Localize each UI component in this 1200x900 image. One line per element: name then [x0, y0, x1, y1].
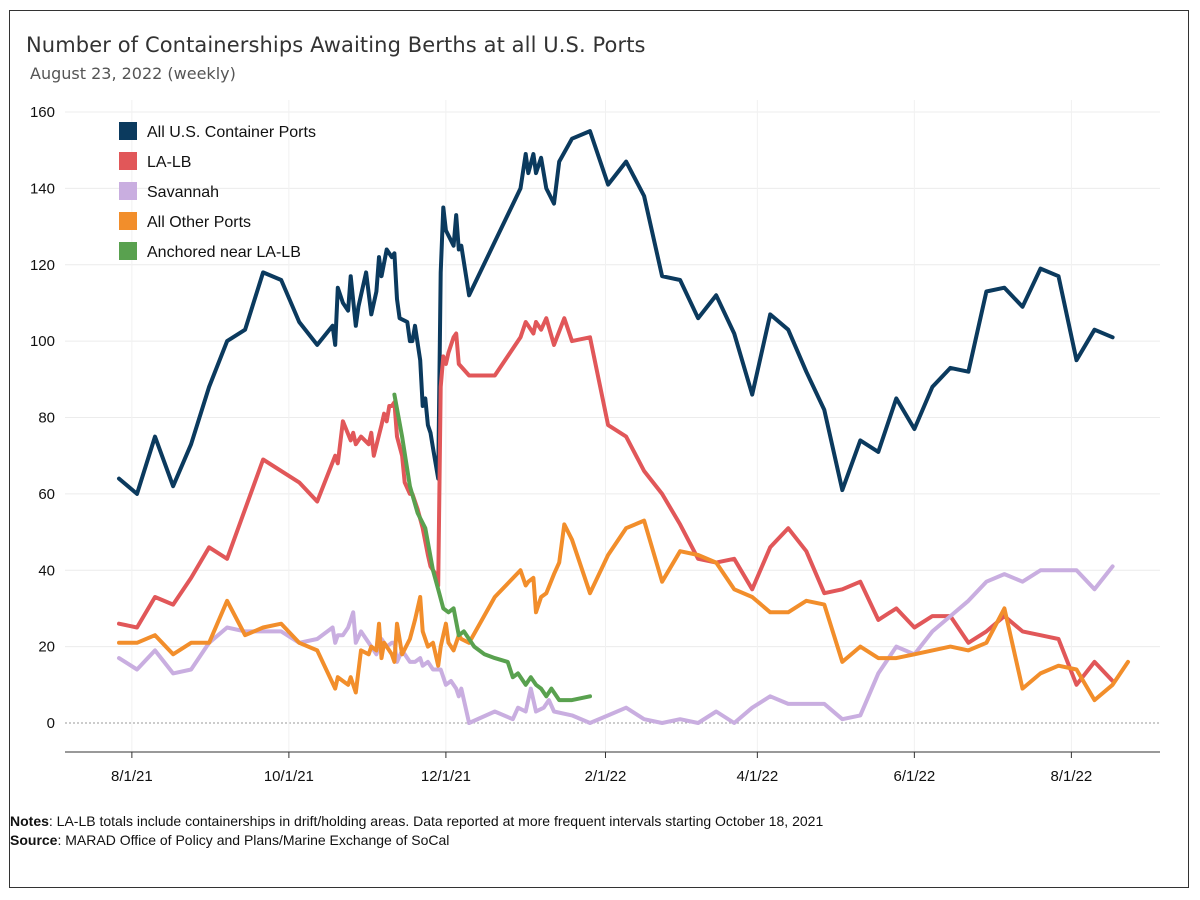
- legend-label: LA-LB: [147, 154, 191, 171]
- x-tick-label: 8/1/22: [1051, 768, 1093, 785]
- axes: 0 20 40 60 80 100 120 140 160 8/1/21 10/1/21 12/1/2…: [30, 104, 1160, 785]
- legend-swatch: [119, 122, 137, 140]
- y-tick-label: 160: [30, 104, 55, 121]
- source-line: Source: MARAD Office of Policy and Plans…: [10, 831, 823, 850]
- y-tick-label: 20: [38, 639, 55, 656]
- legend-swatch: [119, 212, 137, 230]
- series-line-savannah: [117, 564, 1115, 725]
- y-tick-label: 120: [30, 257, 55, 274]
- notes-line: Notes: LA-LB totals include containershi…: [10, 812, 823, 831]
- x-tick-label: 8/1/21: [111, 768, 153, 785]
- x-tick-label: 2/1/22: [585, 768, 627, 785]
- y-tick-label: 0: [47, 715, 55, 732]
- legend: All U.S. Container Ports LA-LB Savannah All…: [119, 122, 316, 261]
- legend-label: All Other Ports: [147, 214, 251, 231]
- legend-label: Savannah: [147, 184, 219, 201]
- legend-label: All U.S. Container Ports: [147, 124, 316, 141]
- footer-notes: Notes: LA-LB totals include containershi…: [10, 812, 823, 850]
- chart-title: Number of Containerships Awaiting Berths…: [26, 33, 646, 57]
- legend-swatch: [119, 152, 137, 170]
- y-tick-label: 40: [38, 562, 55, 579]
- source-text: : MARAD Office of Policy and Plans/Marin…: [57, 832, 450, 848]
- series-line-la-lb: [117, 316, 1115, 687]
- y-tick-label: 140: [30, 180, 55, 197]
- legend-swatch: [119, 182, 137, 200]
- x-tick-label: 10/1/21: [264, 768, 314, 785]
- notes-text: : LA-LB totals include containerships in…: [48, 813, 824, 829]
- x-tick-label: 12/1/21: [421, 768, 471, 785]
- legend-swatch: [119, 242, 137, 260]
- y-tick-label: 100: [30, 333, 55, 350]
- x-tick-label: 4/1/22: [736, 768, 778, 785]
- x-tick-label: 6/1/22: [894, 768, 936, 785]
- series-line-all-u-s-container-ports: [117, 129, 1115, 496]
- y-tick-label: 80: [38, 410, 55, 427]
- chart-subtitle: August 23, 2022 (weekly): [30, 64, 236, 83]
- source-label: Source: [10, 832, 58, 848]
- y-tick-label: 60: [38, 486, 55, 503]
- notes-label: Notes: [10, 813, 49, 829]
- series-line-anchored-near-la-lb: [392, 392, 592, 703]
- series-lines: [117, 129, 1130, 725]
- legend-label: Anchored near LA-LB: [147, 244, 301, 261]
- series-line-all-other-ports: [117, 518, 1130, 703]
